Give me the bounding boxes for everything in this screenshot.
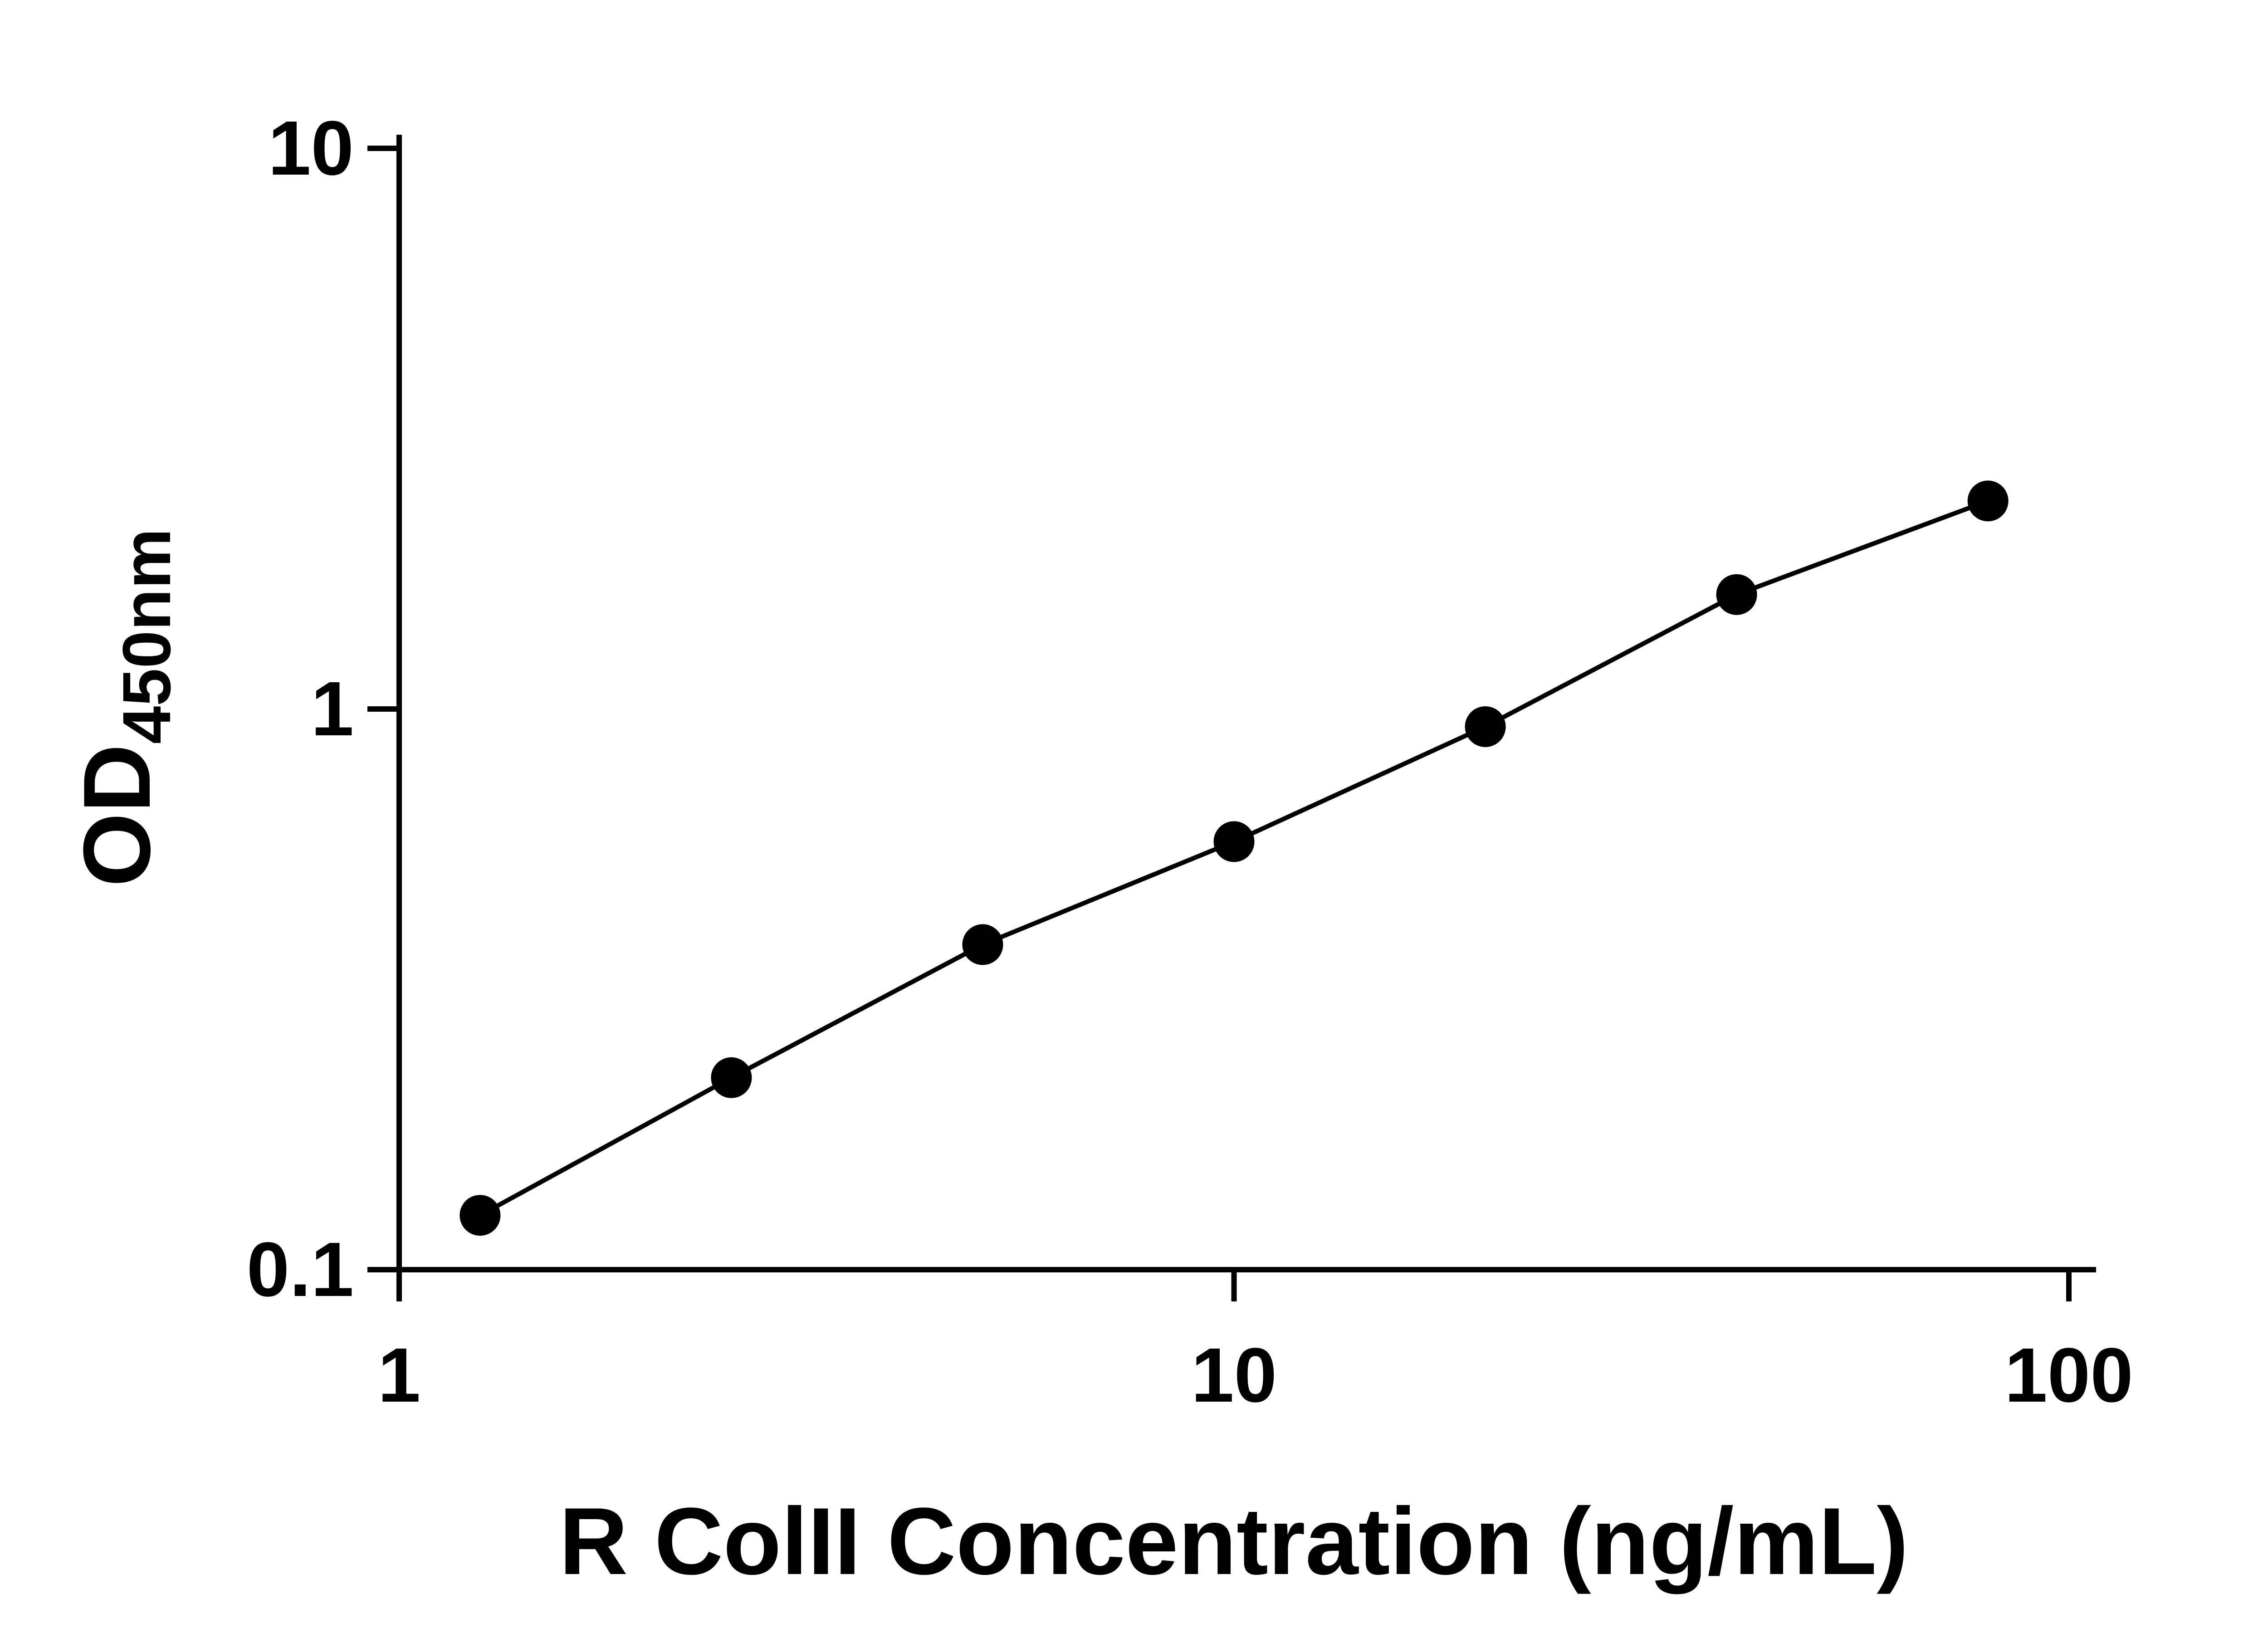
y-axis-title-main: OD <box>64 744 170 887</box>
x-axis-title: R ColII Concentration (ng/mL) <box>559 1488 1909 1594</box>
x-tick-label: 1 <box>378 1332 421 1418</box>
ticks-layer: 1 10 100 0.1 1 10 <box>247 105 2133 1418</box>
y-tick-label: 10 <box>268 105 354 191</box>
y-axis-title-subscript: 450nm <box>108 528 185 744</box>
x-tick-label: 100 <box>2004 1332 2133 1418</box>
y-axis-title: OD450nm <box>64 528 185 887</box>
data-point <box>1213 821 1255 862</box>
axes-layer <box>396 135 2096 1272</box>
data-point <box>1716 574 1757 615</box>
x-tick-label: 10 <box>1191 1332 1277 1418</box>
data-point <box>459 1195 501 1236</box>
y-tick-label: 1 <box>311 666 354 752</box>
y-tick-label: 0.1 <box>247 1227 354 1313</box>
data-point <box>1967 480 2009 522</box>
data-point <box>711 1057 752 1098</box>
plot-layer <box>459 480 2009 1236</box>
data-point <box>962 924 1003 965</box>
data-point <box>1465 706 1506 747</box>
